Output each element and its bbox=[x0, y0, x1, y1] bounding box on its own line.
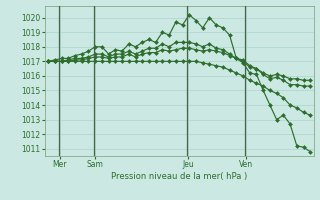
X-axis label: Pression niveau de la mer( hPa ): Pression niveau de la mer( hPa ) bbox=[111, 172, 247, 181]
